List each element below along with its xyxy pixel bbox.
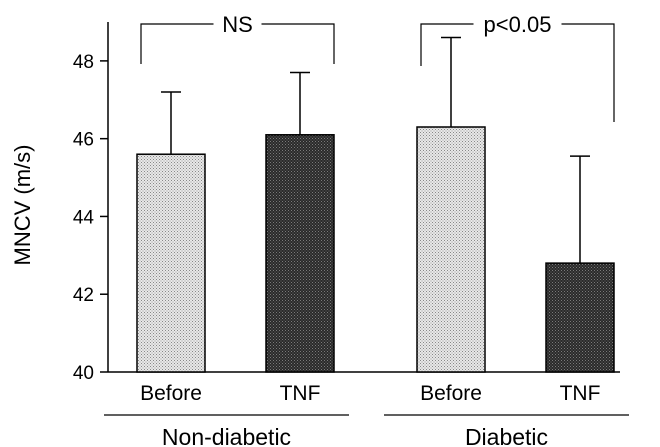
bars [136, 36, 615, 373]
group-label: Diabetic [465, 424, 548, 447]
significance-brackets: NS p<0.05 [140, 12, 615, 122]
bar-non-diabetic-before [136, 153, 206, 373]
y-axis-label: MNCV (m/s) [10, 145, 35, 266]
significance-label: NS [222, 12, 253, 37]
y-tick-label: 44 [73, 207, 95, 228]
bar-label: Before [140, 382, 202, 405]
group-label: Non-diabetic [162, 424, 291, 447]
y-tick-label: 42 [73, 285, 94, 306]
significance-bracket [140, 23, 335, 64]
y-tick-label: 48 [73, 52, 94, 73]
y-tick-label: 40 [73, 363, 94, 384]
y-tick-label: 46 [73, 130, 94, 151]
bar-label: Before [420, 382, 482, 405]
bar-label: TNF [280, 382, 321, 405]
bar-non-diabetic-tnf [265, 134, 335, 373]
category-labels: Before TNF Non-diabetic Before TNF Diabetic [104, 382, 629, 447]
significance-bracket [420, 23, 615, 122]
bar-diabetic-before [416, 126, 486, 373]
bar-label: TNF [560, 382, 601, 405]
bar-diabetic-tnf [545, 262, 615, 373]
significance-label: p<0.05 [484, 12, 552, 37]
